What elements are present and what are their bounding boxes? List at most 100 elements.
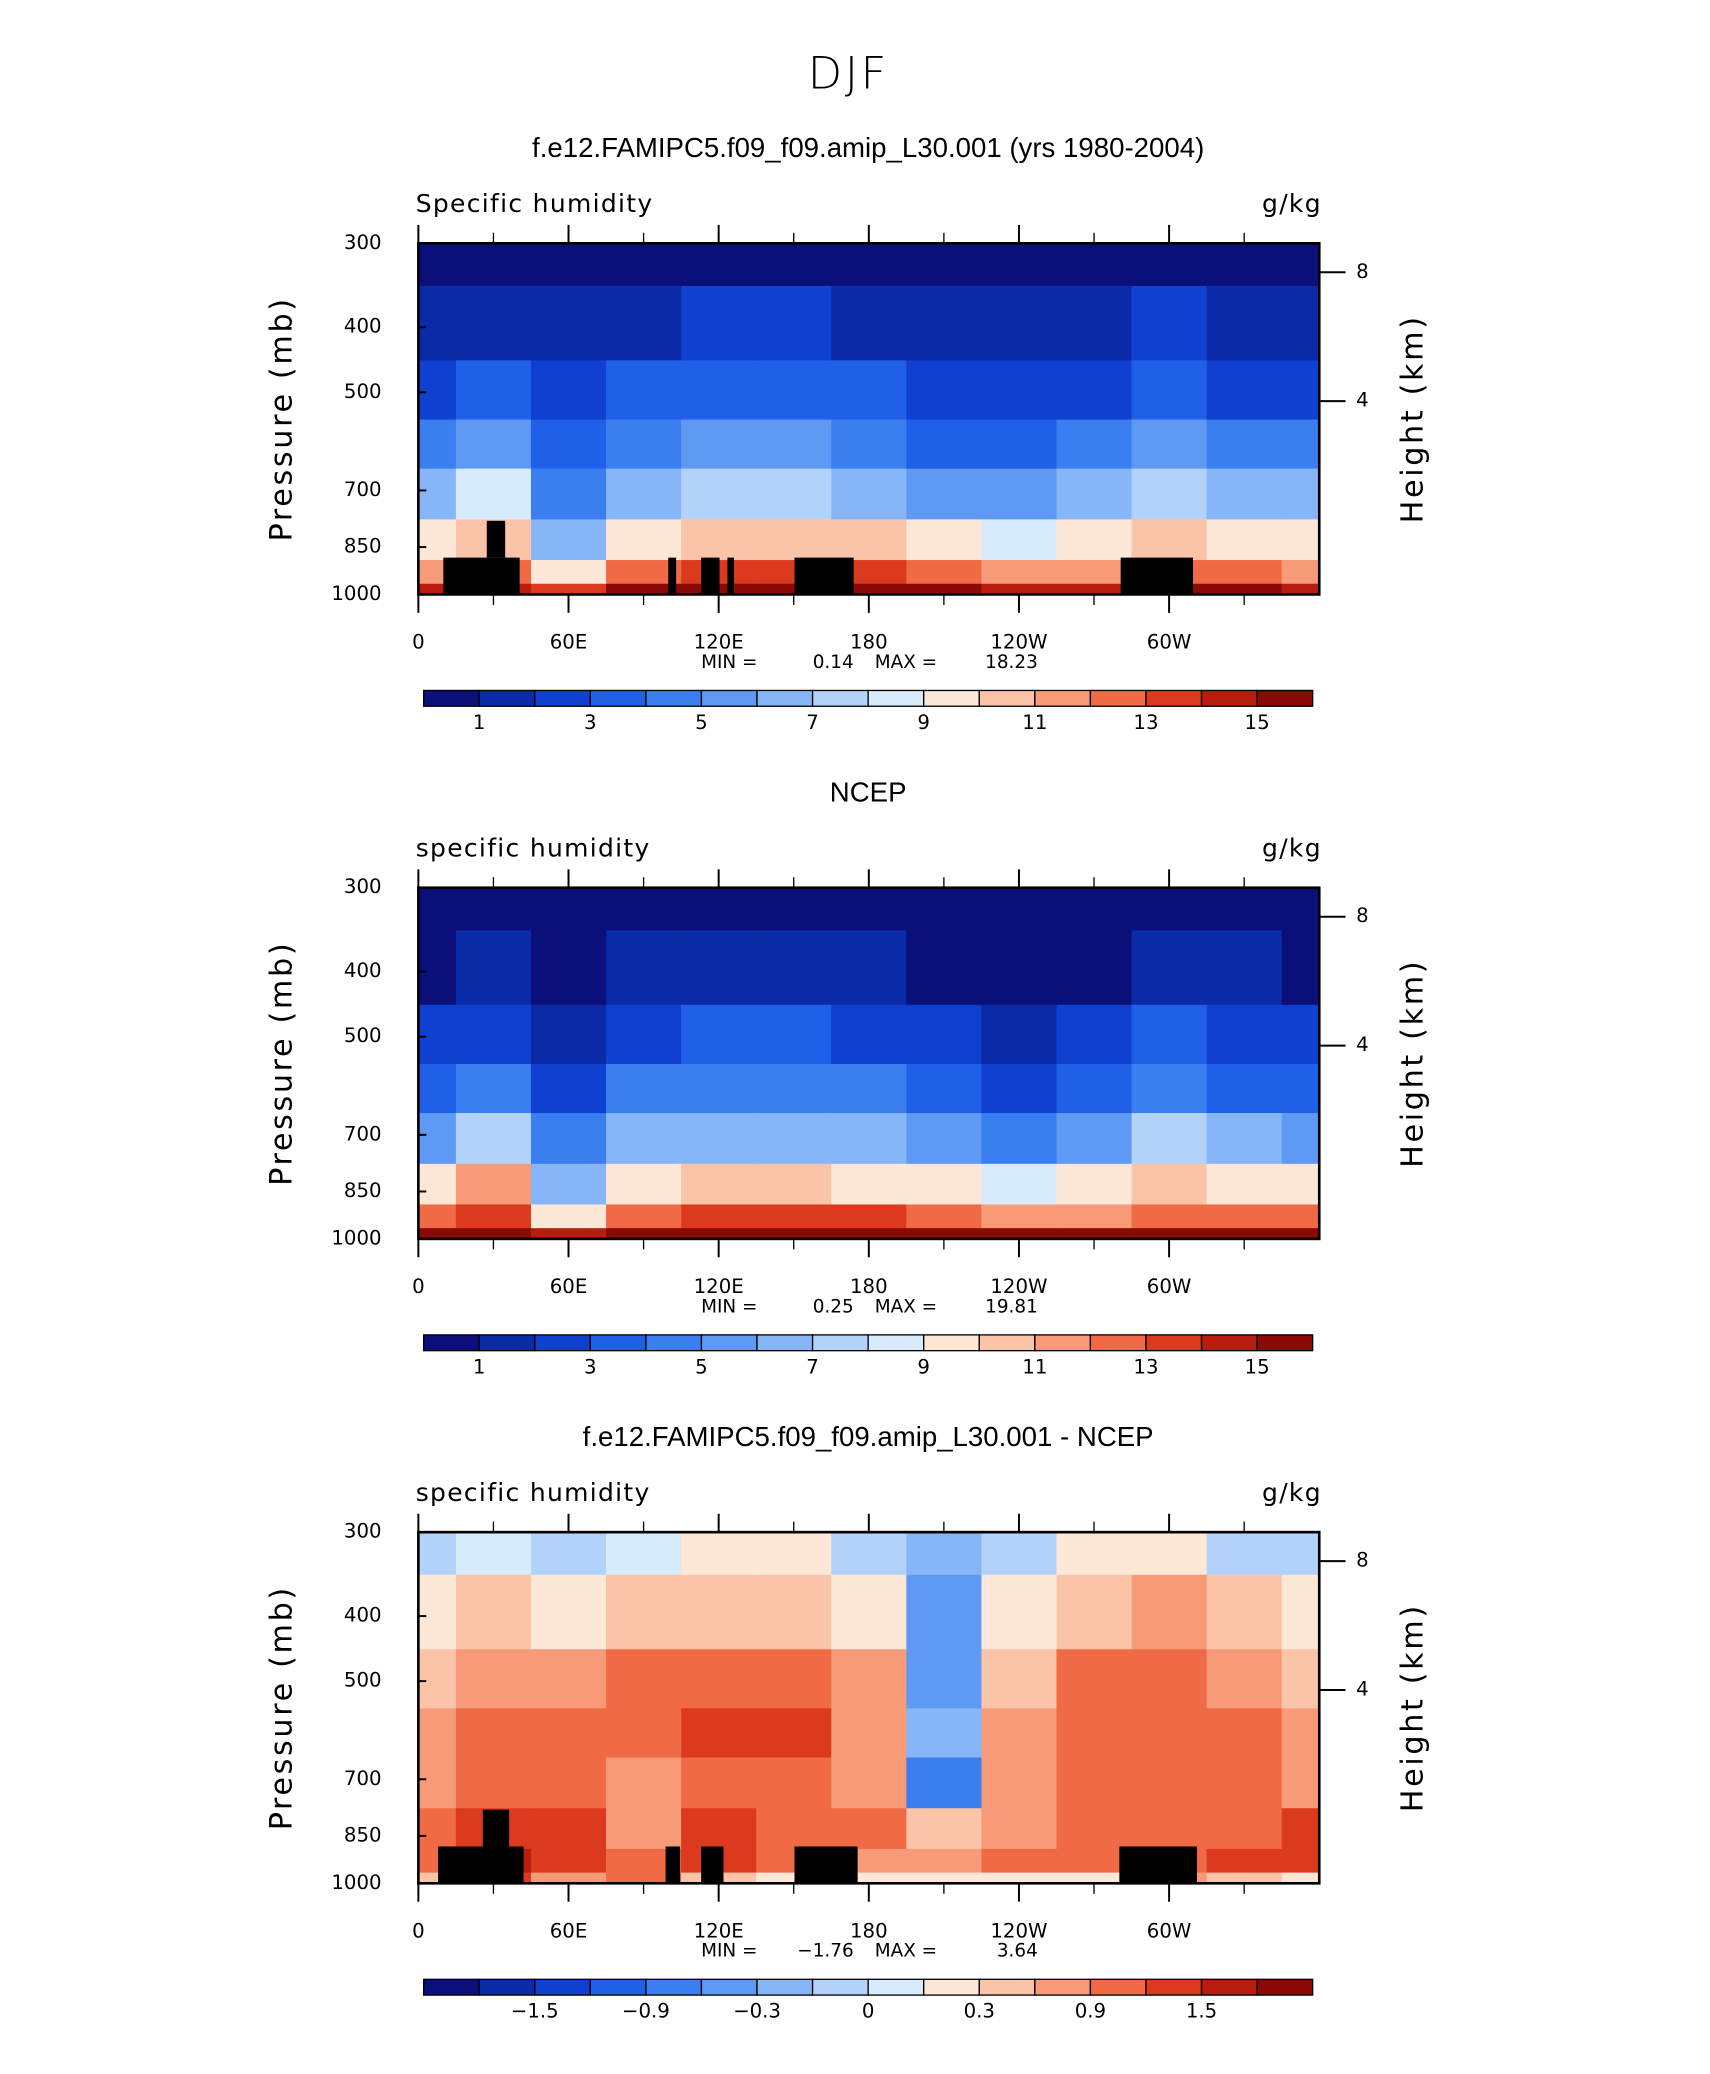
field-cell — [530, 583, 607, 596]
field-cell — [906, 418, 983, 469]
field-cell — [418, 1063, 457, 1114]
field-cell — [606, 887, 682, 931]
y2-tick-label: 8 — [1356, 260, 1369, 283]
field-cell — [455, 1163, 532, 1205]
colorbar-tick-label: 1 — [473, 711, 486, 734]
field-cell — [418, 1648, 457, 1709]
field-cell — [1206, 418, 1283, 469]
y-tick-label: 400 — [344, 959, 382, 982]
field-cell — [1056, 285, 1133, 361]
field-cell — [530, 1871, 607, 1884]
field-cell — [418, 929, 457, 1005]
field-cell — [530, 1807, 607, 1849]
field-cell — [530, 559, 607, 584]
field-cell — [1131, 1112, 1208, 1164]
panel-title: f.e12.FAMIPC5.f09_f09.amip_L30.001 - NCE… — [583, 1421, 1154, 1452]
field-cell — [831, 467, 908, 520]
colorbar-box — [1145, 1334, 1203, 1352]
field-cell — [606, 929, 682, 1005]
colorbar-tick-label: 0.3 — [964, 2000, 995, 2023]
colorbar-box — [1034, 1334, 1092, 1352]
y2-tick-label: 4 — [1356, 1678, 1369, 1701]
colorbar-box — [422, 1978, 480, 1996]
field-cell — [1056, 1648, 1133, 1709]
colorbar-tick-label: 7 — [806, 711, 819, 734]
field-cell — [455, 1004, 532, 1064]
field-cell — [906, 929, 983, 1005]
field-cell — [418, 1112, 457, 1164]
colorbar-box — [978, 1978, 1036, 1996]
field-cell — [681, 1532, 757, 1575]
field-cell — [418, 1227, 457, 1240]
field-cell — [1056, 467, 1133, 520]
field-cell — [606, 1112, 682, 1164]
field-cell — [530, 243, 607, 286]
field-cell — [1206, 1203, 1283, 1229]
field-cell — [1131, 1574, 1208, 1650]
field-cell — [756, 418, 832, 469]
colorbar-tick-label: 15 — [1245, 1355, 1270, 1378]
field-cell — [756, 1063, 832, 1114]
field-cell — [981, 1871, 1058, 1884]
field-cell — [1281, 1574, 1320, 1650]
colorbar-tick-label: −0.9 — [622, 2000, 670, 2023]
colorbar-tick-label: 11 — [1022, 1355, 1047, 1378]
land — [665, 1846, 681, 1884]
field-cell — [530, 1532, 607, 1575]
field-cell — [1206, 467, 1283, 520]
colorbar-tick-label: 9 — [917, 1355, 930, 1378]
field-cell — [1281, 1227, 1320, 1240]
field-cell — [681, 1163, 757, 1205]
field-cell — [831, 1112, 908, 1164]
field-cell — [1281, 243, 1320, 286]
field-cell — [756, 929, 832, 1005]
field-cell — [418, 1004, 457, 1064]
field-cell — [1131, 887, 1208, 931]
x-tick-label: 60W — [1147, 1275, 1192, 1298]
x-tick-label: 0 — [412, 1275, 425, 1298]
field-cell — [606, 1532, 682, 1575]
colorbar-box — [923, 1978, 980, 1996]
field-cell — [681, 1707, 757, 1758]
field-cell — [981, 1707, 1058, 1758]
field-cell — [1206, 1807, 1283, 1849]
colorbar-box — [645, 1978, 703, 1996]
field-cell — [530, 1063, 607, 1114]
field-cell — [981, 285, 1058, 361]
colorbar-box — [1034, 1978, 1092, 1996]
field-cell — [1056, 1532, 1133, 1575]
min-label: MIN = — [701, 1941, 757, 1962]
field-cell — [1206, 1574, 1283, 1650]
x-tick-label: 120E — [694, 1919, 744, 1942]
field-cell — [906, 243, 983, 286]
y-tick-label: 500 — [344, 380, 382, 403]
field-cell — [530, 1004, 607, 1064]
colorbar-box — [1256, 689, 1314, 707]
x-tick-label: 120E — [694, 631, 744, 654]
colorbar-tick-label: 1 — [473, 1355, 486, 1378]
field-cell — [606, 518, 682, 561]
field-cell — [606, 1227, 682, 1240]
field-cell — [530, 359, 607, 420]
field-cell — [906, 887, 983, 931]
field-cell — [1131, 1707, 1208, 1758]
colorbar-box — [756, 689, 814, 707]
field-cell — [1131, 418, 1208, 469]
colorbar-box — [923, 689, 980, 707]
field-cell — [756, 1648, 832, 1709]
field-cell — [831, 1227, 908, 1240]
field-cell — [1281, 1112, 1320, 1164]
colorbar-tick-label: −0.3 — [733, 2000, 781, 2023]
field-cell — [681, 929, 757, 1005]
field-cell — [606, 243, 682, 286]
x-tick-label: 60E — [550, 1919, 588, 1942]
field-cell — [606, 418, 682, 469]
field-cell — [530, 1756, 607, 1809]
field-cell — [1281, 1848, 1320, 1873]
y-tick-label: 700 — [344, 1122, 382, 1145]
field-cell — [1131, 1648, 1208, 1709]
field-cell — [1206, 929, 1283, 1005]
max-label: MAX = — [875, 1941, 937, 1962]
field-cell — [981, 1648, 1058, 1709]
colorbar-box — [1200, 1978, 1258, 1996]
